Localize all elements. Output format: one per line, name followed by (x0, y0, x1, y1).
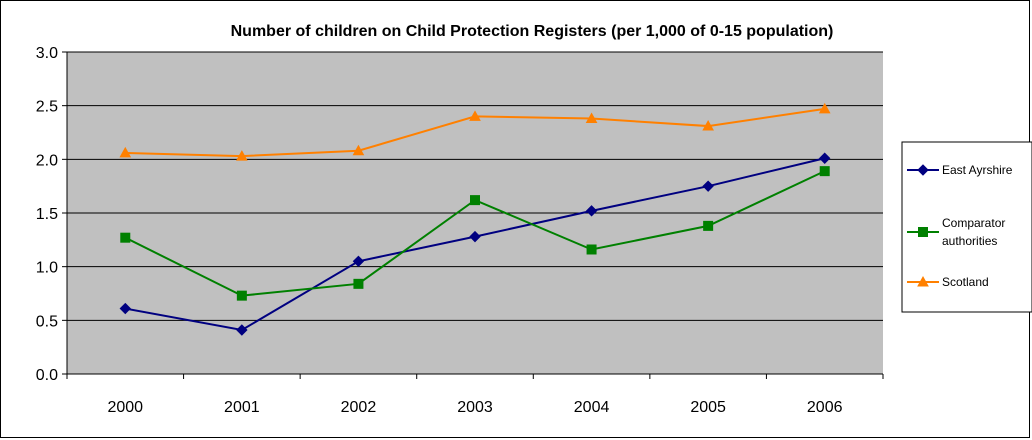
x-axis-tick-labels: 2000 2001 2002 2003 2004 2005 2006 (107, 399, 842, 416)
x-tick-label: 2000 (107, 399, 143, 416)
data-point-east-ayrshire (236, 324, 248, 336)
y-axis-tick-labels: 0.0 0.5 1.0 1.5 2.0 2.5 3.0 (36, 45, 58, 384)
y-tick-label: 2.0 (36, 152, 58, 169)
series-east-ayrshire (119, 152, 831, 336)
data-point-east-ayrshire (702, 180, 714, 192)
data-point-comparator-authorities (353, 278, 364, 289)
legend-entry-east-ayrshire: East Ayrshire (907, 163, 1013, 177)
gridlines (67, 51, 883, 321)
x-tick-label: 2005 (690, 399, 726, 416)
data-point-comparator-authorities (819, 166, 830, 177)
data-point-east-ayrshire (352, 255, 365, 268)
legend-label-east-ayrshire: East Ayrshire (942, 163, 1013, 177)
data-point-scotland (119, 146, 132, 158)
y-tick-label: 0.5 (36, 313, 58, 330)
legend-label-scotland: Scotland (942, 275, 989, 289)
data-point-comparator-authorities (236, 290, 247, 301)
x-tick-label: 2006 (807, 399, 843, 416)
x-tick-label: 2004 (574, 399, 610, 416)
data-point-east-ayrshire (469, 230, 481, 243)
legend-entry-comparator-authorities: Comparator authorities (907, 216, 1005, 248)
data-point-comparator-authorities (120, 232, 131, 243)
y-tick-label: 2.5 (36, 99, 58, 116)
data-point-scotland (236, 150, 248, 161)
x-tick-label: 2003 (457, 399, 493, 416)
data-point-east-ayrshire (585, 205, 598, 217)
legend-entry-scotland: Scotland (907, 275, 989, 289)
data-point-comparator-authorities (470, 195, 480, 206)
y-tick-label: 1.5 (36, 206, 58, 223)
axes (62, 51, 884, 379)
legend-marker-east-ayrshire (917, 164, 929, 176)
y-tick-label: 0.0 (36, 367, 58, 384)
legend: East Ayrshire Comparator authorities Scotla… (901, 141, 1032, 313)
legend-marker-scotland (917, 275, 929, 287)
chart-title: Number of children on Child Protection R… (231, 23, 834, 40)
data-point-scotland (352, 144, 365, 156)
y-tick-label: 3.0 (36, 45, 58, 62)
legend-label-comparator-authorities: authorities (942, 234, 997, 248)
data-point-scotland (702, 120, 714, 131)
data-point-scotland (585, 112, 598, 124)
data-point-scotland (818, 102, 831, 114)
series-comparator-authorities (120, 166, 830, 301)
legend-label-comparator-authorities: Comparator (942, 216, 1005, 230)
data-point-comparator-authorities (703, 220, 714, 231)
y-tick-label: 1.0 (36, 260, 58, 277)
data-point-east-ayrshire (819, 152, 831, 164)
data-point-east-ayrshire (119, 302, 131, 315)
series-scotland (119, 102, 831, 161)
x-tick-label: 2002 (341, 399, 377, 416)
series-layer (119, 102, 831, 336)
x-tick-label: 2001 (224, 399, 260, 416)
data-point-scotland (469, 110, 481, 121)
data-point-comparator-authorities (586, 244, 597, 255)
legend-marker-comparator-authorities (918, 227, 928, 237)
